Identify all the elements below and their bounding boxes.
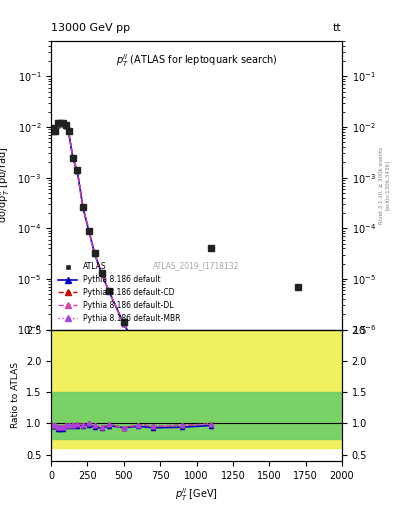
Bar <box>51 392 342 439</box>
Y-axis label: Rivet 3.1.10, ≥ 300k events
[arXiv:1306.3436]: Rivet 3.1.10, ≥ 300k events [arXiv:1306.… <box>378 147 389 224</box>
Text: ATLAS_2019_I1718132: ATLAS_2019_I1718132 <box>153 262 240 271</box>
Text: 13000 GeV pp: 13000 GeV pp <box>51 23 130 33</box>
Y-axis label: dσ/dp$_T^{ll}$ [pb/rad]: dσ/dp$_T^{ll}$ [pb/rad] <box>0 147 12 223</box>
X-axis label: $p_T^{ll}$ [GeV]: $p_T^{ll}$ [GeV] <box>175 486 218 503</box>
Bar <box>51 330 342 449</box>
Y-axis label: Ratio to ATLAS: Ratio to ATLAS <box>11 362 20 428</box>
Legend: ATLAS, Pythia 8.186 default, Pythia 8.186 default-CD, Pythia 8.186 default-DL, P: ATLAS, Pythia 8.186 default, Pythia 8.18… <box>55 260 184 326</box>
Text: $p_T^{ll}$ (ATLAS for leptoquark search): $p_T^{ll}$ (ATLAS for leptoquark search) <box>116 53 277 69</box>
Text: tt: tt <box>333 23 342 33</box>
